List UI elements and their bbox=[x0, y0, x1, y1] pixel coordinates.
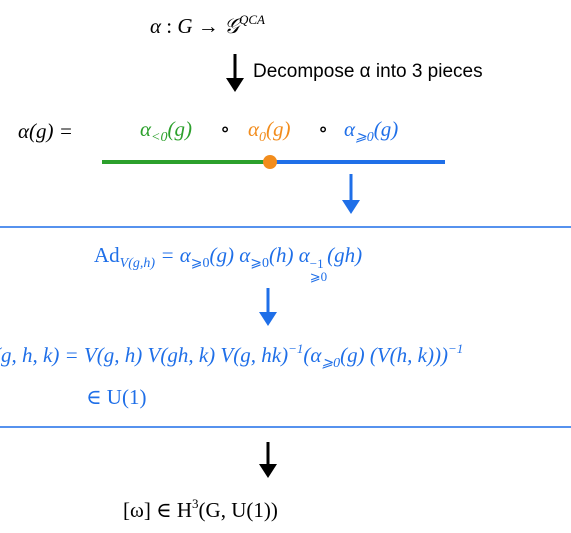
arrow-to-omega bbox=[259, 288, 277, 326]
piece-left-subscript: <0 bbox=[151, 130, 168, 145]
piece-left: α<0(g) bbox=[140, 119, 192, 145]
result-lhs: [ω] ∈ H bbox=[123, 498, 193, 522]
v-rhs-sub-1: ⩾0 bbox=[190, 256, 210, 271]
piece-left-symbol: α bbox=[140, 117, 152, 141]
result-sup: 3 bbox=[192, 496, 199, 511]
ad-operator: Ad bbox=[94, 243, 120, 267]
piece-right-arg: (g) bbox=[373, 117, 399, 141]
v-rhs-sub-2: ⩾0 bbox=[250, 256, 269, 271]
omega-line1-tail-sup: −1 bbox=[447, 341, 464, 356]
arrow-decompose bbox=[226, 54, 244, 92]
piece-mid: α0(g) bbox=[248, 119, 291, 145]
omega-line1-sup: −1 bbox=[288, 341, 304, 356]
map-target-superscript: QCA bbox=[239, 12, 265, 27]
piece-mid-subscript: 0 bbox=[259, 130, 267, 145]
piece-left-arg: (g) bbox=[167, 117, 192, 141]
omega-line1-tail-sub: ⩾0 bbox=[321, 356, 341, 371]
definition-omega-line2: ∈ U(1) bbox=[86, 385, 147, 409]
omega-line1-tail-b: (g) (V(h, k))) bbox=[340, 343, 448, 367]
v-rhs-end: (gh) bbox=[327, 243, 363, 267]
compose-op-2: ∘ bbox=[318, 117, 329, 141]
piece-mid-symbol: α bbox=[248, 117, 260, 141]
map-target: 𝒢 bbox=[224, 14, 239, 38]
arrow-to-V bbox=[342, 174, 360, 214]
cohomology-class: [ω] ∈ H3(G, U(1)) bbox=[123, 497, 278, 521]
v-rhs-3: (h) α bbox=[269, 243, 310, 267]
map-alpha: α : G → 𝒢QCA bbox=[150, 13, 265, 37]
omega-line1-main: (g, h, k) = V(g, h) V(gh, k) V(g, hk) bbox=[0, 343, 289, 367]
arrow-to-cohomology bbox=[259, 442, 277, 478]
decomposition-lhs: α(g) = bbox=[18, 119, 73, 143]
map-group: G bbox=[177, 14, 193, 38]
piece-mid-arg: (g) bbox=[266, 117, 291, 141]
v-rhs-script-3: −1 ⩾0 bbox=[310, 257, 327, 283]
definition-V: AdV(g,h) = α⩾0(g) α⩾0(h) α −1 ⩾0 (gh) bbox=[94, 243, 363, 284]
ad-subscript: V(g,h) bbox=[119, 256, 156, 271]
v-rhs-1: = α bbox=[160, 243, 191, 267]
piece-right-subscript: ⩾0 bbox=[355, 130, 374, 145]
omega-line1-tail-a: (α bbox=[303, 343, 322, 367]
map-alpha-symbol: α bbox=[150, 14, 162, 38]
piece-right-symbol: α bbox=[344, 117, 356, 141]
v-rhs-2: (g) α bbox=[209, 243, 251, 267]
definition-omega-line1: (g, h, k) = V(g, h) V(gh, k) V(g, hk)−1(… bbox=[0, 342, 463, 371]
decompose-label: Decompose α into 3 pieces bbox=[253, 61, 483, 82]
v-rhs-sup-3: −1 bbox=[309, 256, 324, 271]
map-colon: : bbox=[166, 14, 173, 38]
piece-right: α⩾0(g) bbox=[344, 119, 398, 145]
result-rhs: (G, U(1)) bbox=[198, 498, 278, 522]
v-rhs-sub-3: ⩾0 bbox=[309, 269, 328, 284]
compose-op-1: ∘ bbox=[220, 117, 231, 141]
map-arrow: → bbox=[197, 14, 219, 38]
bar-orange-dot bbox=[263, 155, 277, 169]
